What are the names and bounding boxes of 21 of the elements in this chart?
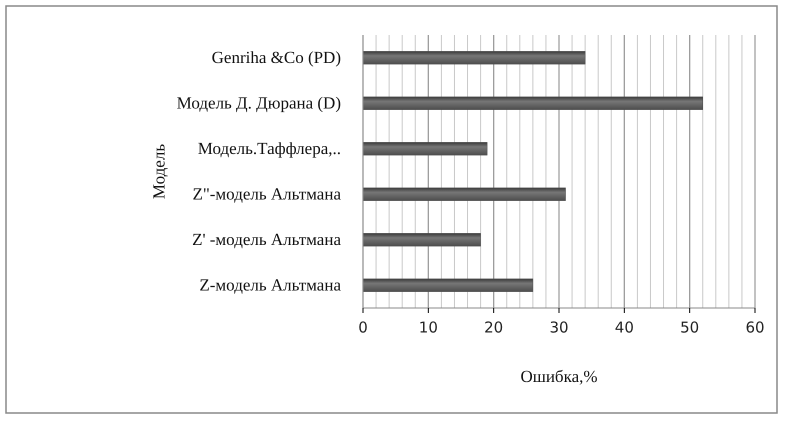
x-tick-label: 50 bbox=[680, 318, 700, 336]
x-tick-label: 40 bbox=[614, 318, 634, 336]
x-tick-label: 10 bbox=[418, 318, 438, 336]
bar bbox=[362, 96, 703, 110]
bar bbox=[362, 188, 566, 201]
y-tick-label: Z-модель Альтмана bbox=[199, 276, 342, 295]
x-tick-label: 60 bbox=[745, 318, 765, 336]
y-axis-title: Модель bbox=[150, 144, 169, 200]
bar bbox=[362, 142, 488, 156]
y-tick-label: Z' -модель Альтмана bbox=[192, 230, 342, 250]
bar bbox=[362, 51, 586, 64]
y-tick-label: Модель Д. Дюрана (D) bbox=[176, 94, 341, 113]
y-tick-label: Z"-модель Альтмана bbox=[192, 184, 342, 204]
bar bbox=[362, 278, 534, 292]
y-tick-label: Genriha &Co (PD) bbox=[212, 48, 341, 68]
x-tick-label: 30 bbox=[549, 318, 569, 336]
x-axis-title: Ошибка,% bbox=[520, 367, 598, 386]
x-tick-label: 0 bbox=[358, 318, 368, 336]
x-tick-label: 20 bbox=[484, 318, 504, 336]
y-tick-label: Модель.Таффлера,.. bbox=[198, 139, 341, 158]
bar bbox=[362, 233, 481, 246]
